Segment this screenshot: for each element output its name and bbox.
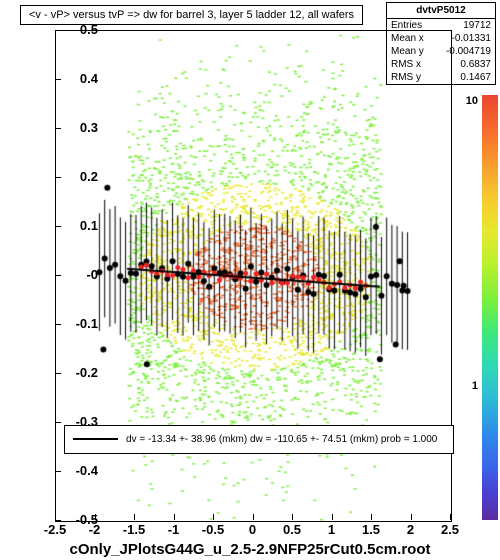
x-tick-label: 1.5	[362, 522, 380, 537]
fit-legend-box: dv = -13.34 +- 38.96 (mkm) dw = -110.65 …	[64, 425, 454, 454]
stats-meanx-value: -0.01331	[452, 33, 491, 44]
chart-title-text: <v - vP> versus tvP => dw for barrel 3, …	[29, 9, 354, 21]
fit-line-sample	[73, 438, 118, 440]
x-tick-label: -2	[89, 522, 101, 537]
x-tick-label: -0.5	[202, 522, 224, 537]
stats-rmsy-value: 0.1467	[460, 72, 491, 83]
x-tick-label: 2	[407, 522, 414, 537]
x-tick-label: 1	[328, 522, 335, 537]
stats-entries-value: 19712	[463, 20, 491, 31]
x-tick-label: 0	[249, 522, 256, 537]
fit-legend-text: dv = -13.34 +- 38.96 (mkm) dw = -110.65 …	[126, 434, 437, 445]
stats-meany-value: -0.004719	[446, 46, 491, 57]
x-tick-label: -1	[168, 522, 180, 537]
x-tick-label: -2.5	[44, 522, 66, 537]
file-title: cOnly_JPlotsG44G_u_2.5-2.9NFP25rCut0.5cm…	[0, 541, 500, 558]
x-tick-label: -1.5	[123, 522, 145, 537]
x-tick-label: 0.5	[283, 522, 301, 537]
colorbar-label-top: 10	[466, 95, 478, 107]
colorbar	[482, 95, 498, 520]
stats-rmsx-value: 0.6837	[460, 59, 491, 70]
stats-name: dvtvP5012	[387, 3, 495, 19]
x-tick-label: 2.5	[441, 522, 459, 537]
colorbar-label-bottom: 1	[472, 380, 478, 392]
